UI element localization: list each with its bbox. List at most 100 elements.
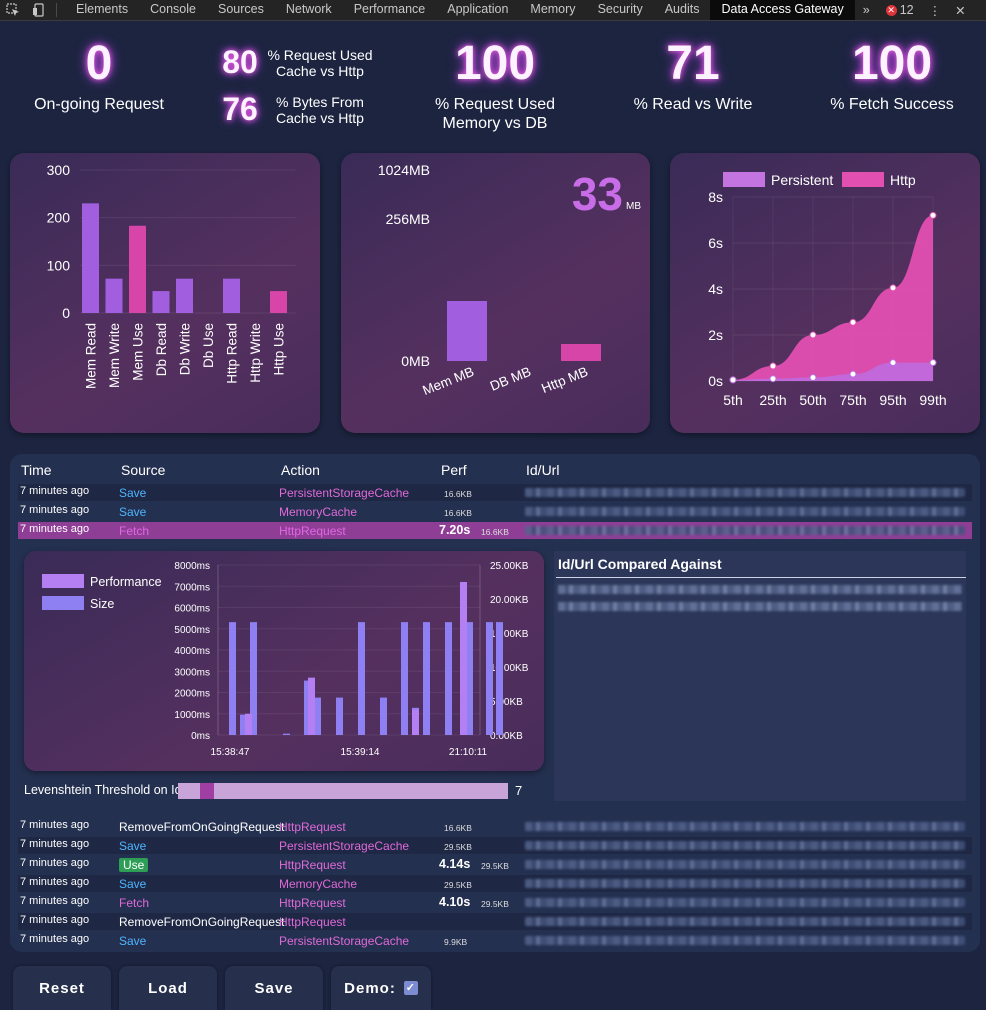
threshold-value: 7: [515, 783, 523, 798]
row-time: 7 minutes ago: [20, 523, 90, 535]
area-http: [733, 215, 933, 381]
inspect-element-icon[interactable]: [0, 0, 26, 20]
table-row[interactable]: 7 minutes ago Fetch HttpRequest 7.20s 16.6KB: [18, 522, 972, 539]
more-tabs-icon[interactable]: »: [862, 3, 870, 17]
x-tick-label: Http Use: [272, 323, 287, 376]
row-url-redacted: [525, 488, 965, 497]
y-tick-label: 300: [47, 162, 71, 178]
request-log-table: Time Source Action Perf Id/Url 7 minutes…: [10, 454, 980, 952]
tab-elements[interactable]: Elements: [76, 2, 129, 16]
row-perf: 4.14s: [439, 857, 471, 871]
row-url-redacted: [525, 860, 965, 869]
y-tick-label: 2s: [708, 327, 723, 343]
size-bar: [466, 622, 473, 735]
row-action: HttpRequest: [279, 896, 346, 910]
table-row[interactable]: 7 minutes ago Save PersistentStorageCache 2…: [18, 837, 972, 854]
row-action: HttpRequest: [279, 524, 346, 538]
tab-application[interactable]: Application: [447, 2, 509, 16]
size-bar: [314, 697, 321, 735]
table-row[interactable]: 7 minutes ago RemoveFromOnGoingRequest Htt…: [18, 818, 972, 835]
header-source[interactable]: Source: [121, 462, 166, 478]
header-url[interactable]: Id/Url: [526, 462, 560, 478]
table-row[interactable]: 7 minutes ago Use HttpRequest 4.14s 29.5KB: [18, 856, 972, 873]
bar-mem-read: [82, 203, 99, 313]
y-tick-label-right: 25.00KB: [490, 561, 529, 572]
y-tick-label: 8s: [708, 189, 723, 205]
tab-data-access-gateway[interactable]: Data Access Gateway: [710, 0, 855, 20]
legend-swatch-persistent: [723, 172, 765, 187]
fetch-value: 100: [851, 37, 933, 90]
y-tick-label-left: 0ms: [191, 731, 210, 742]
y-tick-label-right: 15.00KB: [490, 629, 529, 640]
size-bar: [229, 622, 236, 735]
reset-button[interactable]: Reset: [13, 966, 111, 1010]
save-button[interactable]: Save: [225, 966, 323, 1010]
row-action: HttpRequest: [279, 858, 346, 872]
table-row[interactable]: 7 minutes ago Save PersistentStorageCache 1…: [18, 484, 972, 501]
point-persistent: [849, 370, 857, 378]
tab-console[interactable]: Console: [150, 2, 196, 16]
detail-bar-chart: Performance Size 0ms 1000ms 2000ms 3000ms 4000…: [42, 561, 529, 758]
close-icon[interactable]: ✕: [955, 3, 966, 18]
threshold-slider[interactable]: [178, 783, 508, 799]
performance-bar: [308, 677, 315, 735]
load-button[interactable]: Load: [119, 966, 217, 1010]
x-tick-label: Db Read: [154, 323, 169, 376]
table-row[interactable]: 7 minutes ago Save MemoryCache 16.6KB: [18, 503, 972, 520]
device-toolbar-icon[interactable]: [26, 0, 52, 20]
demo-checkbox[interactable]: ✓: [403, 981, 418, 995]
size-bar: [445, 622, 452, 735]
table-row[interactable]: 7 minutes ago Save MemoryCache 29.5KB: [18, 875, 972, 892]
bytes-label-1: % Bytes From: [276, 94, 364, 110]
y-tick-label: 0: [62, 305, 70, 321]
point-persistent: [769, 375, 777, 383]
bar-mem-mb: [447, 301, 487, 361]
tab-performance[interactable]: Performance: [353, 2, 426, 16]
row-size: 9.9KB: [444, 937, 468, 947]
x-tick-label: 25th: [759, 392, 786, 408]
header-action[interactable]: Action: [281, 462, 320, 478]
kebab-menu-icon[interactable]: ⋮: [928, 3, 942, 18]
row-size: 16.6KB: [481, 527, 509, 537]
tab-network[interactable]: Network: [285, 2, 332, 16]
performance-bar: [412, 709, 419, 735]
point-http: [929, 211, 937, 219]
compared-url-2: [558, 602, 962, 611]
table-row[interactable]: 7 minutes ago Fetch HttpRequest 4.10s 29.5KB: [18, 894, 972, 911]
error-counter[interactable]: ✕ 12: [878, 3, 922, 17]
memdb-stat: 100 % Request Used Memory vs DB: [420, 40, 570, 133]
row-time: 7 minutes ago: [20, 504, 90, 516]
cache-http-label-2: Cache vs Http: [276, 63, 364, 79]
legend-swatch-size: [42, 596, 84, 610]
header-perf[interactable]: Perf: [441, 462, 467, 478]
threshold-slider-handle[interactable]: [200, 783, 214, 799]
bar-mem-write: [105, 278, 123, 313]
y-tick-label-left: 2000ms: [174, 689, 210, 700]
percentile-chart-panel: Persistent Http 0s 2s 4s 6s 8s 5th 25th 50th 75th 9…: [670, 153, 980, 433]
row-time: 7 minutes ago: [20, 857, 90, 869]
operations-chart-panel: 0 100 200 300 Mem Read Mem Write Mem Use Db Rea…: [10, 153, 320, 433]
size-bar: [283, 733, 290, 735]
tab-sources[interactable]: Sources: [217, 2, 264, 16]
x-tick-label: 50th: [799, 392, 826, 408]
header-time[interactable]: Time: [21, 462, 52, 478]
size-bar: [486, 622, 493, 735]
size-bar: [380, 697, 387, 735]
demo-toggle[interactable]: Demo: ✓: [331, 966, 431, 1010]
toolbar-divider: [56, 3, 57, 17]
x-tick-label: Db Use: [201, 323, 216, 368]
size-bar: [358, 622, 365, 735]
table-row[interactable]: 7 minutes ago Save PersistentStorageCache 9…: [18, 932, 972, 949]
point-http: [889, 284, 897, 292]
x-tick-label: 95th: [879, 392, 906, 408]
tab-memory[interactable]: Memory: [530, 2, 576, 16]
y-tick-label: 100: [47, 257, 71, 273]
tab-security[interactable]: Security: [597, 2, 643, 16]
error-icon: ✕: [885, 4, 897, 16]
memory-chart-panel: 0MB 256MB 1024MB 33 MB Mem MB DB MB Http MB: [341, 153, 650, 433]
table-row[interactable]: 7 minutes ago RemoveFromOnGoingRequest Htt…: [18, 913, 972, 930]
table-header: Time Source Action Perf Id/Url: [10, 462, 980, 482]
tab-audits[interactable]: Audits: [664, 2, 700, 16]
size-bar: [336, 697, 343, 735]
point-http: [849, 318, 857, 326]
